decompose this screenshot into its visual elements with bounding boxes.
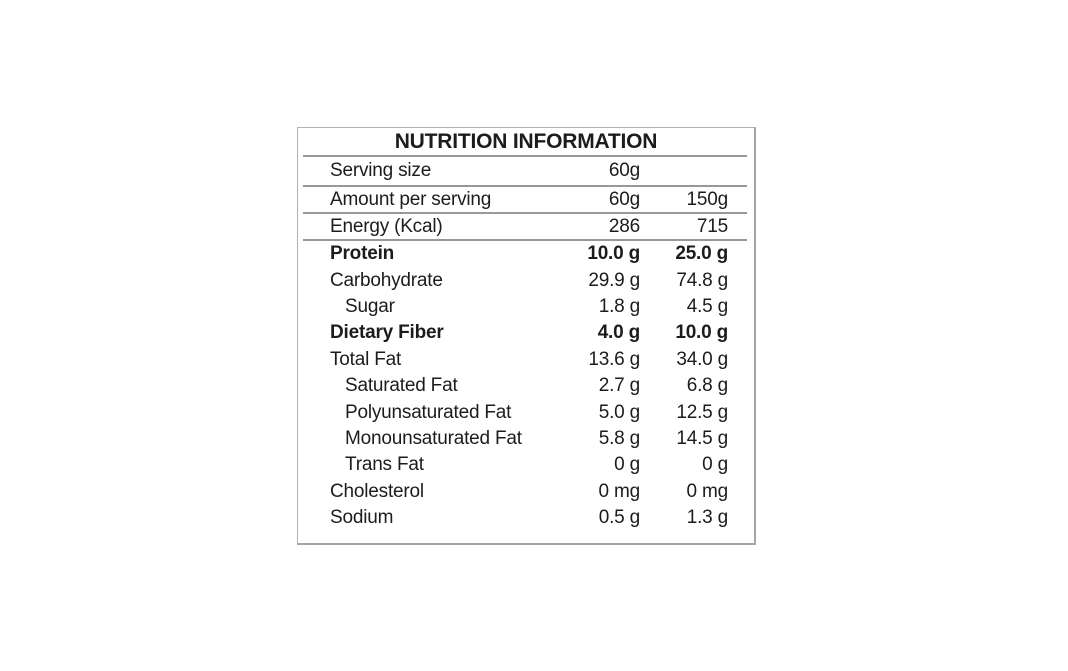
table-row: Sugar 1.8 g 4.5 g	[298, 294, 754, 320]
nutrient-name: Polyunsaturated Fat	[345, 401, 512, 423]
table-row: Total Fat 13.6 g 34.0 g	[298, 347, 754, 373]
value-per-60g: 13.6 g	[588, 348, 640, 370]
nutrient-name: Dietary Fiber	[330, 322, 444, 344]
table-row: Protein 10.0 g 25.0 g	[298, 241, 754, 267]
table-row: Sodium 0.5 g 1.3 g	[298, 505, 754, 531]
value-per-150g: 6.8 g	[686, 375, 728, 397]
label-title: NUTRITION INFORMATION	[394, 129, 658, 153]
value-per-150g: 14.5 g	[676, 427, 728, 449]
table-row: Carbohydrate 29.9 g 74.8 g	[298, 267, 754, 293]
nutrient-name: Saturated Fat	[345, 375, 458, 397]
table-row: Trans Fat 0 g 0 g	[298, 452, 754, 478]
value-per-60g: 286	[608, 215, 640, 237]
value-per-60g: 29.9 g	[588, 269, 640, 291]
value-per-150g: 4.5 g	[686, 295, 728, 317]
value-per-60g: 0 g	[614, 454, 640, 476]
nutrient-name: Trans Fat	[345, 454, 424, 476]
value-per-60g: 2.7 g	[598, 375, 640, 397]
value-per-60g: 4.0 g	[597, 322, 641, 344]
table-row: Saturated Fat 2.7 g 6.8 g	[298, 373, 754, 399]
nutrient-name: Energy (Kcal)	[330, 215, 443, 237]
value-per-60g: 5.0 g	[598, 401, 640, 423]
divider-line	[303, 185, 747, 187]
value-per-150g: 0 g	[702, 454, 728, 476]
value-per-150g: 150g	[686, 188, 729, 210]
value-per-150g: 715	[696, 215, 728, 237]
nutrient-name: Carbohydrate	[330, 269, 443, 291]
value-per-60g: 0.5 g	[598, 507, 640, 529]
nutrient-name: Monounsaturated Fat	[345, 427, 522, 449]
nutrient-name: Cholesterol	[330, 480, 424, 502]
value-per-60g: 5.8 g	[598, 427, 640, 449]
nutrient-name: Sugar	[345, 295, 395, 317]
nutrient-name: Amount per serving	[330, 188, 492, 210]
value-per-150g: 0 mg	[686, 480, 729, 502]
divider-line	[303, 212, 747, 214]
value-per-60g: 0 mg	[598, 480, 641, 502]
value-per-60g: 60g	[608, 188, 640, 210]
table-row: Amount per serving 60g 150g	[298, 187, 754, 212]
value-per-150g: 10.0 g	[675, 322, 728, 344]
divider-line	[303, 239, 747, 241]
nutrition-label: NUTRITION INFORMATION Serving size 60g A…	[297, 127, 756, 545]
value-per-60g: 60g	[608, 160, 640, 181]
table-row: Energy (Kcal) 286 715	[298, 214, 754, 239]
nutrient-name: Protein	[330, 243, 395, 265]
value-per-150g: 74.8 g	[676, 269, 728, 291]
value-per-150g: 12.5 g	[676, 401, 728, 423]
table-row: Cholesterol 0 mg 0 mg	[298, 479, 754, 505]
value-per-60g: 1.8 g	[598, 295, 640, 317]
value-per-150g: 1.3 g	[686, 507, 728, 529]
table-row: Monounsaturated Fat 5.8 g 14.5 g	[298, 426, 754, 452]
value-per-60g: 10.0 g	[587, 243, 640, 265]
table-row: Serving size 60g	[298, 157, 754, 185]
nutrient-name: Sodium	[330, 507, 394, 529]
nutrient-name: Serving size	[330, 160, 432, 181]
divider-line	[303, 155, 747, 157]
nutrient-name: Total Fat	[330, 348, 402, 370]
table-row: Dietary Fiber 4.0 g 10.0 g	[298, 320, 754, 346]
table-row: Polyunsaturated Fat 5.0 g 12.5 g	[298, 399, 754, 425]
value-per-150g: 25.0 g	[675, 243, 728, 265]
value-per-150g: 34.0 g	[676, 348, 728, 370]
